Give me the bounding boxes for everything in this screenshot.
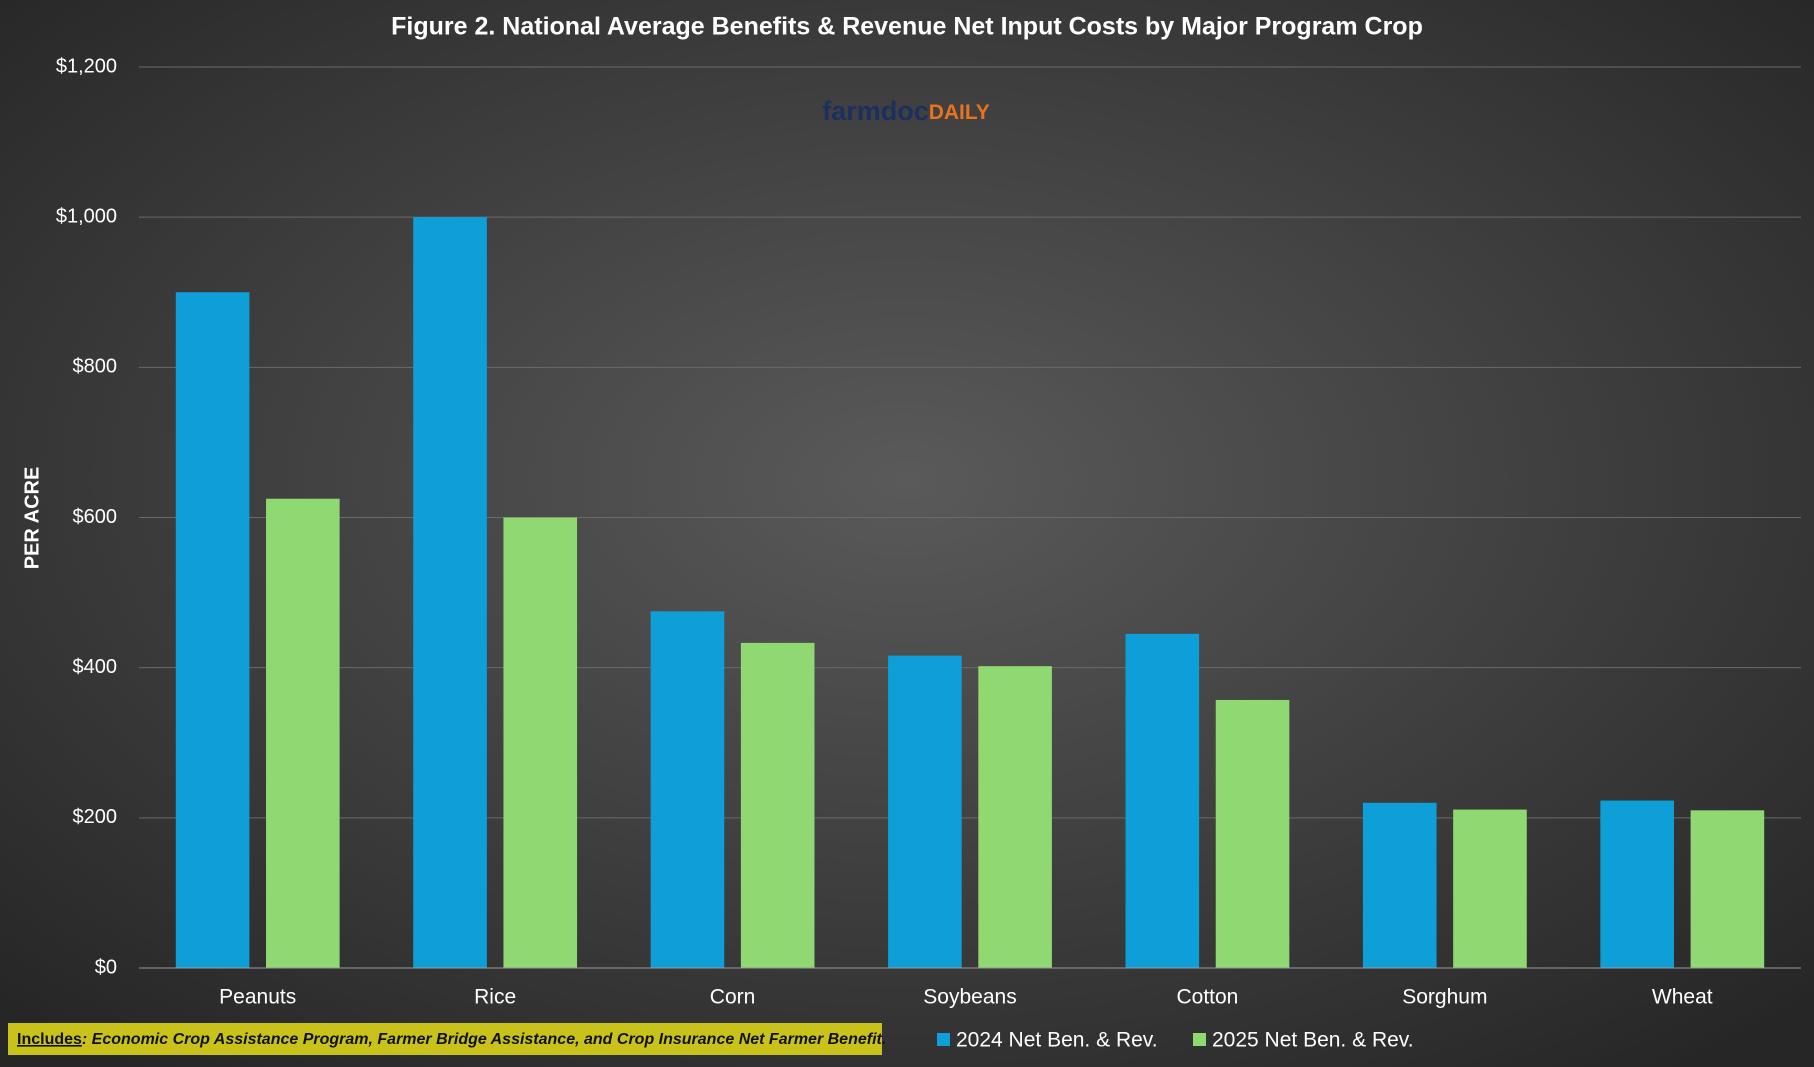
chart-title: Figure 2. National Average Benefits & Re… [391,13,1423,41]
bar [1215,699,1290,968]
y-tick-label: $600 [73,506,118,528]
bar [888,655,962,968]
bar [413,217,487,968]
y-tick-label: $800 [73,356,118,378]
footnote-label: Includes [17,1031,82,1048]
x-tick-label: Corn [710,986,756,1009]
legend-swatch [937,1033,950,1046]
bar [1690,810,1765,968]
y-tick-label: $0 [95,956,117,978]
x-tick-label: Peanuts [219,986,296,1009]
logo-farmdoc: farmdoc [822,96,929,126]
footnote-text: : Economic Crop Assistance Program, Farm… [82,1031,886,1048]
x-tick-label: Wheat [1652,986,1713,1009]
y-tick-label: $1,000 [56,205,117,227]
logo-daily: DAILY [929,101,990,124]
y-tick-label: $200 [73,806,118,828]
bar [266,498,340,968]
legend-label: 2024 Net Ben. & Rev. [956,1029,1158,1052]
bar [1362,802,1437,968]
bar [978,666,1052,968]
bar [503,517,578,968]
footnote: Includes: Economic Crop Assistance Progr… [17,1031,886,1048]
bar [650,611,725,968]
logo: farmdocDAILY [822,96,990,126]
legend-label: 2025 Net Ben. & Rev. [1212,1029,1414,1052]
bar [1453,809,1527,968]
bar [1125,633,1200,968]
y-tick-label: $1,200 [56,55,117,77]
y-tick-label: $400 [73,656,118,678]
bar [740,642,815,968]
footnote-box [8,1023,882,1055]
bar [175,292,250,968]
x-tick-label: Sorghum [1402,986,1487,1009]
x-tick-label: Soybeans [923,986,1016,1009]
x-tick-label: Cotton [1176,986,1238,1009]
bar [1600,800,1674,968]
y-axis-label: PER ACRE [21,467,43,570]
legend-swatch [1193,1033,1206,1046]
x-tick-label: Rice [474,986,516,1009]
